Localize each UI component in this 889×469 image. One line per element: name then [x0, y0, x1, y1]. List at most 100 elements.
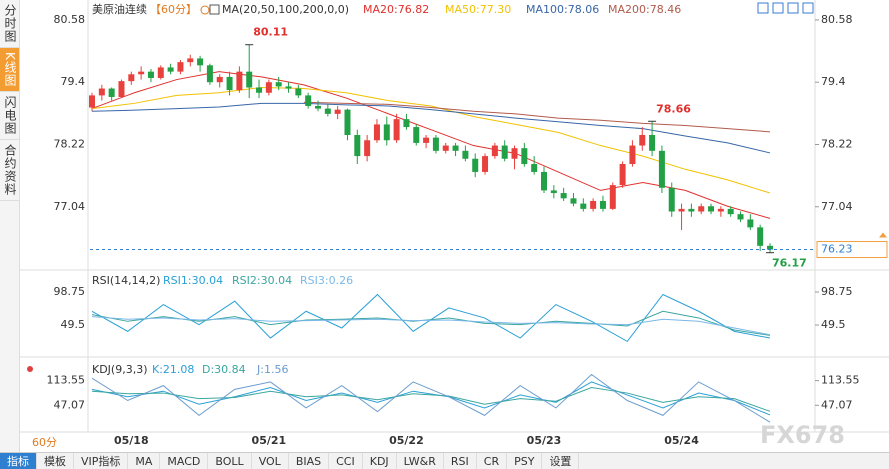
sidebar: 分时图 K线图 闪电图 合约资料	[0, 0, 20, 452]
candle-body	[305, 95, 312, 106]
kdj-title: KDJ(9,3,3)	[92, 363, 148, 376]
candle-body	[295, 88, 302, 96]
candle-body	[629, 145, 636, 165]
line	[91, 86, 771, 194]
y-tick-label: 77.04	[54, 200, 86, 213]
icon[interactable]	[772, 2, 784, 14]
icon[interactable]	[209, 4, 220, 15]
candle-body	[668, 187, 675, 212]
candle-body	[767, 245, 773, 250]
candle-body	[423, 137, 430, 143]
toolbar-item[interactable]: PSY	[507, 453, 543, 469]
side-tab[interactable]: 分时图	[0, 0, 19, 48]
toolbar-item[interactable]: MA	[128, 453, 161, 469]
candle-body	[197, 58, 204, 66]
line	[91, 71, 771, 219]
toolbar-item[interactable]: VOL	[252, 453, 289, 469]
period-select[interactable]: 60分	[32, 436, 57, 449]
candle-body	[344, 109, 351, 135]
candle-body	[727, 208, 734, 215]
candle-body	[747, 219, 754, 228]
candle-body	[501, 145, 508, 159]
candle-body	[658, 150, 665, 188]
candle-body	[324, 108, 331, 114]
line	[91, 310, 771, 336]
icon[interactable]	[200, 5, 210, 15]
toolbar: 指标 模板 VIP指标 MA MACD BOLL VOL BIAS CCI KDJ LW&R RSI C…	[0, 452, 889, 469]
candle-body	[432, 137, 439, 151]
x-tick-label: 05/23	[527, 434, 562, 447]
line	[91, 373, 771, 423]
candle-body	[560, 193, 567, 199]
toolbar-item[interactable]: 指标	[0, 453, 37, 469]
candle-body	[403, 119, 410, 128]
toolbar-item[interactable]: RSI	[444, 453, 477, 469]
icon[interactable]	[802, 2, 814, 14]
candle-body	[354, 134, 361, 157]
toolbar-item[interactable]: MACD	[160, 453, 209, 469]
toolbar-item[interactable]: VIP指标	[74, 453, 129, 469]
candle-body	[383, 124, 390, 141]
candle-body	[442, 145, 449, 151]
annotation: 80.11	[253, 26, 288, 39]
toolbar-item[interactable]: KDJ	[363, 453, 397, 469]
candle-body	[717, 208, 724, 212]
x-tick-label: 05/18	[114, 434, 149, 447]
side-tab[interactable]: 闪电图	[0, 92, 19, 140]
candle-body	[226, 76, 233, 91]
toolbar-item[interactable]: LW&R	[397, 453, 444, 469]
ma-label: MA20:76.82	[363, 3, 429, 16]
candle-body	[236, 71, 243, 91]
y-tick-label: 98.75	[54, 285, 86, 298]
icon[interactable]	[787, 2, 799, 14]
y-tick-label: 113.55	[47, 374, 86, 387]
side-tab[interactable]: 合约资料	[0, 140, 19, 201]
toolbar-item[interactable]: CCI	[329, 453, 363, 469]
candle-body	[98, 88, 105, 96]
y-tick-label: 49.5	[61, 318, 86, 331]
candle-body	[491, 145, 498, 157]
line	[91, 293, 771, 343]
toolbar-item[interactable]: BOLL	[208, 453, 252, 469]
candle-body	[413, 127, 420, 143]
last-price: 76.23	[821, 243, 853, 256]
candle-body	[89, 95, 95, 108]
rsi-label: RSI1:30.04	[163, 274, 223, 287]
candle-body	[649, 134, 656, 151]
annotation: 78.66	[656, 102, 691, 115]
rsi-title: RSI(14,14,2)	[92, 274, 160, 287]
y-tick-label: 113.55	[821, 374, 860, 387]
y-tick-label: 79.4	[61, 75, 86, 88]
title: 美原油连续	[92, 2, 147, 16]
y-tick-label: 78.22	[54, 137, 86, 150]
line	[91, 381, 771, 416]
icon[interactable]	[757, 2, 769, 14]
candle-body	[639, 134, 646, 146]
line	[303, 101, 771, 133]
line	[91, 102, 771, 154]
candle-body	[550, 190, 557, 194]
toolbar-item[interactable]: 设置	[542, 453, 580, 469]
candle-body	[737, 214, 744, 220]
candle-body	[246, 71, 253, 88]
candle-body	[590, 200, 597, 209]
last-price-box	[816, 241, 888, 259]
candle-body	[619, 164, 626, 186]
toolbar-item[interactable]: CR	[477, 453, 508, 469]
y-tick-label: 49.5	[821, 318, 846, 331]
candle-body	[118, 81, 125, 97]
side-tab[interactable]: K线图	[0, 48, 19, 92]
rsi-label: RSI2:30.04	[232, 274, 292, 287]
y-tick-label: 80.58	[54, 13, 86, 26]
toolbar-item[interactable]: BIAS	[289, 453, 330, 469]
candle-body	[216, 76, 223, 83]
y-tick-label: 47.07	[54, 398, 86, 411]
kdj-label: J:1.56	[256, 363, 288, 376]
line	[91, 316, 771, 336]
watermark: FX678	[760, 421, 845, 449]
candle-body	[157, 67, 164, 78]
candle-body	[698, 206, 705, 212]
toolbar-item[interactable]: 模板	[37, 453, 74, 469]
candle-body	[393, 119, 400, 141]
